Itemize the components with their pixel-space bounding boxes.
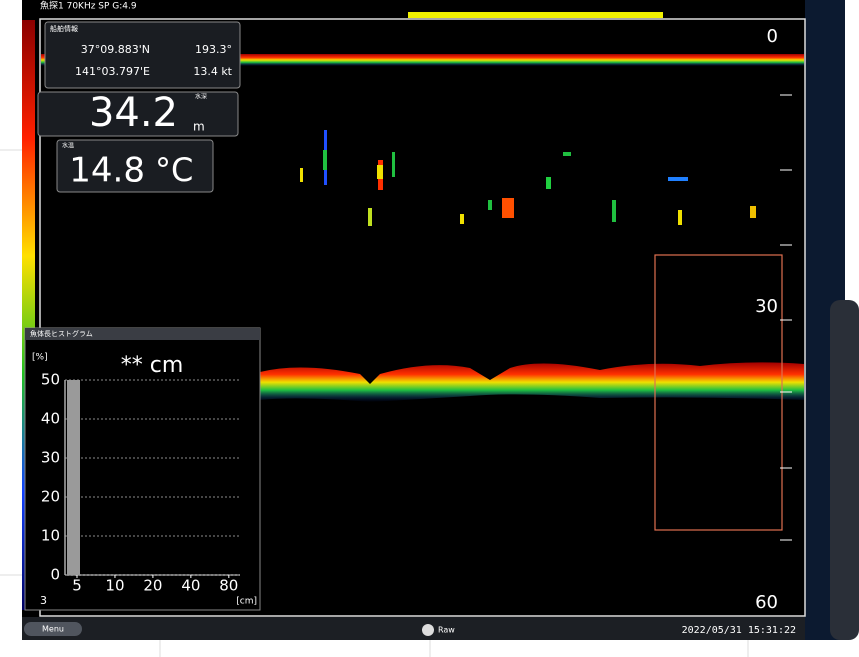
histogram-panel: 魚体長ヒストグラム ** cm [%] [cm] 3 0 10 20 30 40 50 5 1… [24, 327, 261, 611]
seabed-echo [260, 362, 804, 402]
footer-bar: Menu Raw 2022/05/31 15:31:22 [22, 617, 805, 640]
y-tick-label: 10 [41, 527, 60, 545]
nav-box: 船舶情報 37°09.883'N 193.3° 141°03.797'E 13.… [44, 21, 241, 89]
menu-button[interactable] [24, 622, 82, 636]
temp-box: 水温 14.8 °C [56, 139, 214, 193]
y-tick-label: 30 [41, 449, 60, 467]
echogram-frame [39, 18, 806, 617]
depth-label: 水深 [195, 93, 207, 101]
fish-size: ** cm [121, 353, 184, 378]
background-grid [0, 149, 749, 657]
depth-ticks [780, 94, 792, 541]
y-tick-label: 40 [41, 410, 60, 428]
speed: 13.4 kt [193, 65, 232, 78]
menu-label[interactable]: Menu [42, 625, 64, 634]
x-tick-label: 40 [181, 577, 200, 595]
channel-label: 魚探1 70KHz SP G:4.9 [40, 0, 137, 12]
latitude: 37°09.883'N [81, 43, 150, 56]
sample-count: 3 [40, 594, 47, 607]
bar [67, 380, 80, 575]
y-tick-label: 0 [50, 566, 60, 584]
x-unit: [cm] [236, 597, 257, 607]
datetime: 2022/05/31 15:31:22 [682, 625, 796, 636]
x-tick-label: 10 [105, 577, 124, 595]
x-tick-label: 20 [143, 577, 162, 595]
mode-indicator [422, 624, 434, 636]
y-tick-label: 20 [41, 488, 60, 506]
y-tick-label: 50 [41, 371, 60, 389]
y-unit: [%] [32, 353, 48, 363]
temp-unit: °C [155, 151, 193, 189]
temp-label: 水温 [62, 142, 74, 150]
side-panel [830, 300, 859, 640]
depth-unit: m [193, 120, 205, 134]
nav-title: 船舶情報 [50, 24, 78, 33]
depth-value: 34.2 [89, 90, 178, 136]
depth-scale-label: 0 [767, 26, 778, 47]
x-tick-label: 5 [72, 577, 82, 595]
mode-label: Raw [438, 626, 455, 635]
depth-scale-label: 60 [755, 592, 778, 613]
progress-bar [408, 12, 663, 18]
depth-scale-label: 30 [755, 296, 778, 317]
temp-value: 14.8 [69, 151, 145, 191]
longitude: 141°03.797'E [75, 65, 150, 78]
depth-box: 34.2 水深 m [37, 90, 239, 137]
histogram-title: 魚体長ヒストグラム [30, 329, 93, 338]
heading: 193.3° [195, 43, 232, 56]
x-tick-label: 80 [219, 577, 238, 595]
